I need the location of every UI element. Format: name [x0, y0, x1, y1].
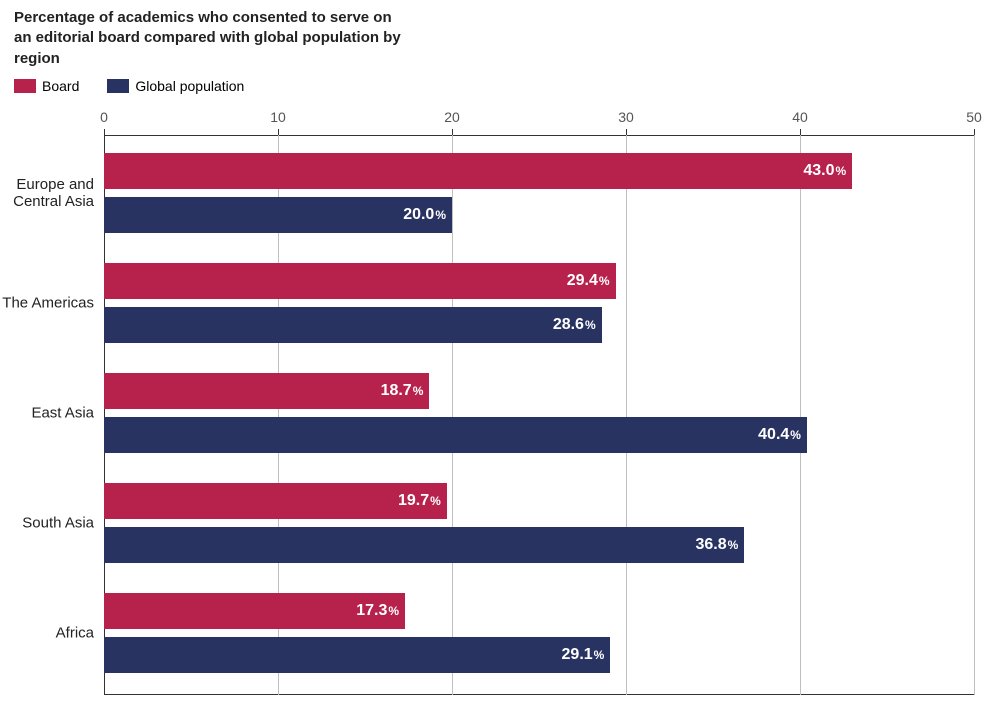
- x-tick-label-30: 30: [618, 109, 634, 125]
- bar-value-board-4: 17.3%: [356, 602, 399, 620]
- bar-value-global-population-2: 40.4%: [758, 426, 801, 444]
- x-tick-mark-0: [104, 129, 105, 135]
- x-tick-label-20: 20: [444, 109, 460, 125]
- category-label-3: South Asia: [22, 515, 94, 532]
- category-label-0: Europe and Central Asia: [13, 176, 94, 210]
- x-tick-label-50: 50: [966, 109, 982, 125]
- x-tick-mark-30: [626, 129, 627, 135]
- bar-board-4: 17.3%: [104, 593, 405, 629]
- bar-board-2: 18.7%: [104, 373, 429, 409]
- category-label-2: East Asia: [31, 405, 94, 422]
- bar-global-population-3: 36.8%: [104, 527, 744, 563]
- bar-board-3: 19.7%: [104, 483, 447, 519]
- bar-value-global-population-0: 20.0%: [403, 206, 446, 224]
- category-label-4: Africa: [56, 625, 94, 642]
- legend-swatch-0: [14, 79, 36, 93]
- gridline-40: [800, 135, 801, 695]
- chart-title: Percentage of academics who consented to…: [14, 8, 401, 69]
- bar-value-board-1: 29.4%: [567, 272, 610, 290]
- chart-container: Percentage of academics who consented to…: [0, 0, 1005, 709]
- bar-board-0: 43.0%: [104, 153, 852, 189]
- gridline-30: [626, 135, 627, 695]
- category-label-1: The Americas: [2, 295, 94, 312]
- x-tick-mark-40: [800, 129, 801, 135]
- plot-area: 01020304050Europe and Central Asia43.0%2…: [104, 135, 974, 695]
- x-tick-mark-50: [974, 129, 975, 135]
- legend-item-1: Global population: [107, 78, 244, 94]
- bar-value-global-population-4: 29.1%: [562, 646, 605, 664]
- legend-label-0: Board: [42, 78, 79, 94]
- bar-value-global-population-1: 28.6%: [553, 316, 596, 334]
- x-tick-mark-10: [278, 129, 279, 135]
- bar-board-1: 29.4%: [104, 263, 616, 299]
- gridline-20: [452, 135, 453, 695]
- legend-label-1: Global population: [135, 78, 244, 94]
- bar-value-board-0: 43.0%: [803, 162, 846, 180]
- bar-global-population-0: 20.0%: [104, 197, 452, 233]
- x-tick-label-0: 0: [100, 109, 108, 125]
- legend-item-0: Board: [14, 78, 79, 94]
- gridline-50: [974, 135, 975, 695]
- bar-value-board-3: 19.7%: [398, 492, 441, 510]
- chart-legend: Board Global population: [14, 78, 244, 94]
- x-tick-label-10: 10: [270, 109, 286, 125]
- bar-global-population-2: 40.4%: [104, 417, 807, 453]
- x-tick-mark-20: [452, 129, 453, 135]
- bar-value-board-2: 18.7%: [381, 382, 424, 400]
- x-tick-label-40: 40: [792, 109, 808, 125]
- bar-global-population-1: 28.6%: [104, 307, 602, 343]
- bar-value-global-population-3: 36.8%: [696, 536, 739, 554]
- bar-global-population-4: 29.1%: [104, 637, 610, 673]
- legend-swatch-1: [107, 79, 129, 93]
